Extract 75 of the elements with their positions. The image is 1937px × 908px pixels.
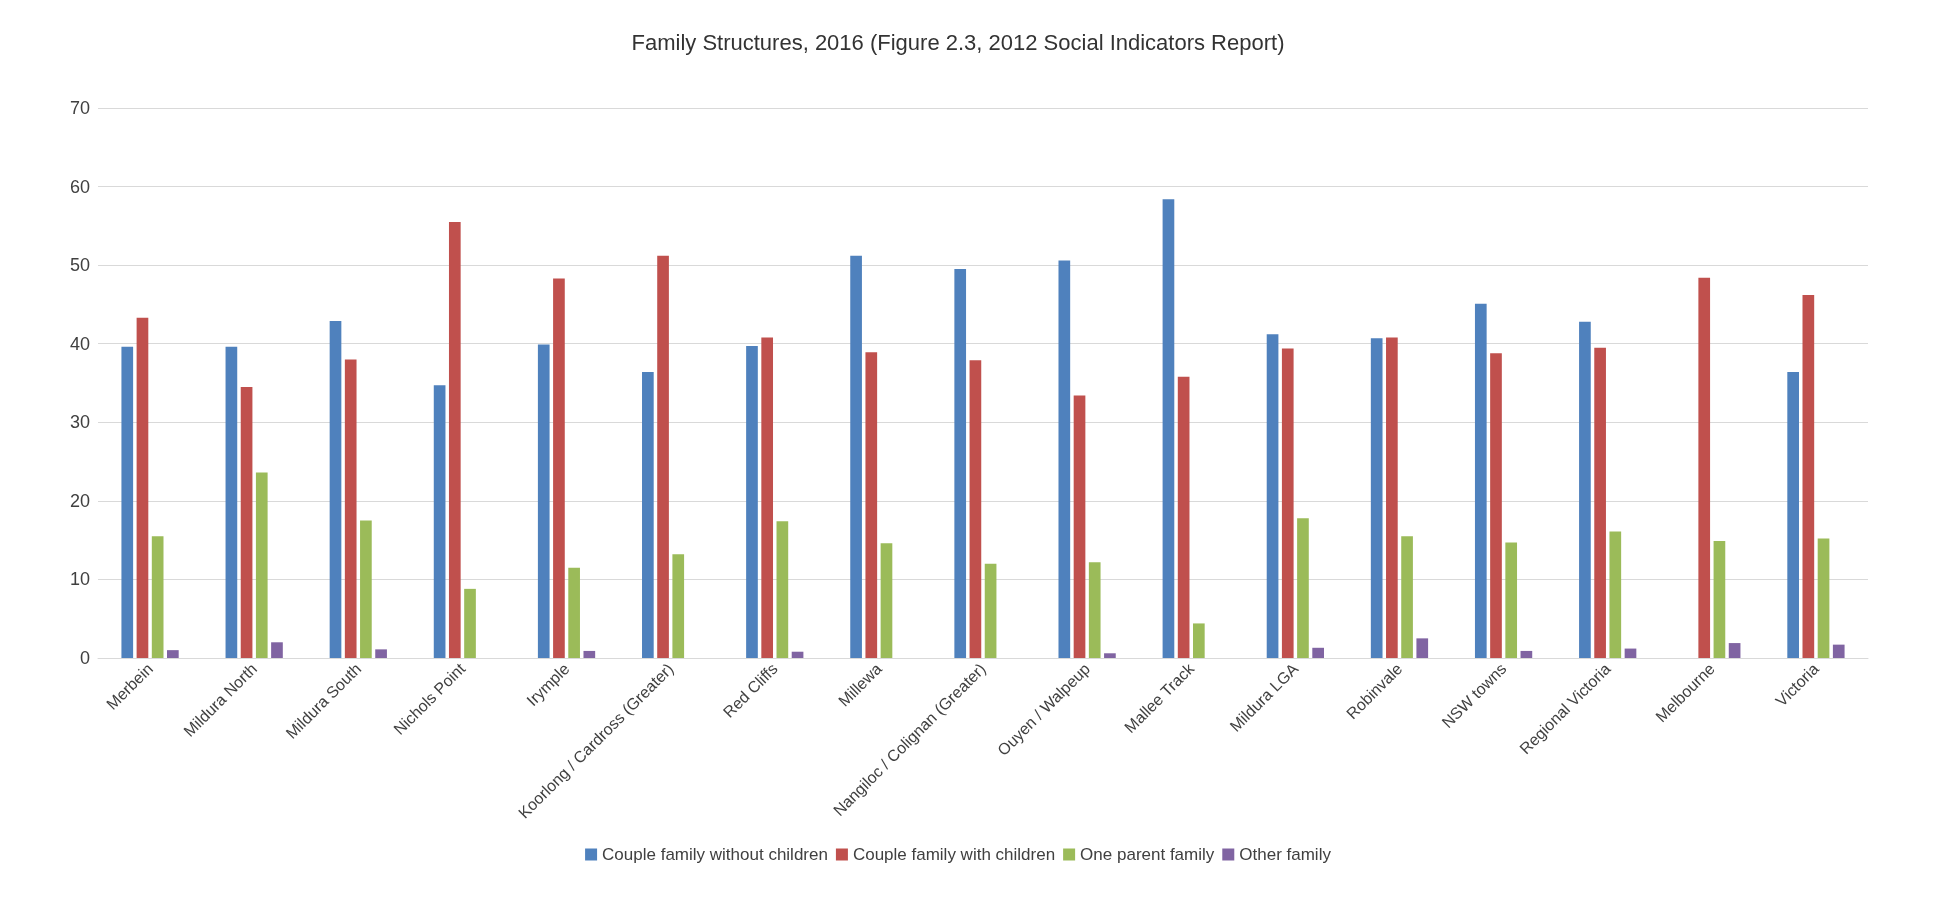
bar: [568, 567, 580, 658]
bar: [1386, 337, 1398, 658]
bar: [850, 255, 862, 658]
bar: [1698, 277, 1711, 658]
bar: [791, 651, 804, 658]
chart-title: Family Structures, 2016 (Figure 2.3, 2012 Social Indicators Report): [631, 29, 1285, 55]
bar: [865, 352, 878, 658]
bar: [1104, 653, 1116, 658]
bar: [1490, 353, 1502, 658]
y-tick-label: 10: [69, 569, 90, 590]
y-tick-label: 40: [69, 333, 90, 354]
bar: [1162, 199, 1175, 658]
bar: [1713, 540, 1726, 658]
bar: [240, 386, 253, 658]
bar: [271, 642, 283, 658]
bar: [329, 320, 342, 658]
bar: [360, 520, 372, 658]
bar: [1192, 623, 1205, 658]
bar: [1817, 538, 1830, 658]
bar: [1594, 347, 1606, 658]
bar: [1520, 650, 1533, 658]
bar: [672, 554, 685, 658]
bar: [1088, 562, 1101, 658]
bar: [1505, 542, 1518, 658]
bar: [121, 346, 134, 658]
bar: [969, 360, 982, 658]
bar: [1787, 372, 1799, 658]
legend-label: One parent family: [1080, 845, 1215, 864]
bar: [1728, 643, 1741, 658]
bar: [433, 385, 446, 658]
bar: [761, 337, 774, 658]
bar: [1266, 334, 1279, 658]
legend-label: Other family: [1239, 845, 1332, 864]
bar: [1297, 518, 1309, 658]
bar: [1370, 338, 1383, 658]
y-tick-label: 0: [79, 648, 90, 668]
legend-label: Couple family without children: [602, 845, 828, 864]
bar: [167, 650, 179, 658]
bar: [136, 317, 149, 658]
bar: [657, 255, 669, 658]
bar: [1802, 295, 1815, 658]
bar: [583, 650, 596, 658]
legend-label: Couple family with children: [852, 845, 1056, 864]
bar: [1474, 303, 1487, 658]
y-tick-label: 50: [69, 255, 90, 276]
y-tick-label: 30: [69, 412, 90, 433]
bar: [448, 221, 461, 658]
bar: [1312, 647, 1324, 658]
bar: [1073, 395, 1086, 658]
y-tick-label: 60: [69, 176, 90, 197]
bar: [880, 543, 893, 658]
bar: [151, 536, 164, 658]
y-tick-label: 20: [69, 490, 90, 511]
bar: [746, 346, 758, 658]
bar: [537, 344, 550, 658]
bar: [954, 269, 967, 658]
bar: [255, 472, 268, 658]
bar: [1058, 260, 1071, 658]
bar: [1416, 638, 1429, 658]
bar: [1177, 376, 1190, 658]
bar: [225, 346, 238, 658]
bar: [375, 649, 387, 658]
bar: [1832, 644, 1845, 658]
bar: [344, 359, 357, 658]
bar: [464, 588, 476, 658]
bar: [553, 278, 565, 658]
bar: [1401, 536, 1413, 658]
bar: [776, 521, 789, 658]
bar: [1579, 321, 1591, 658]
y-tick-label: 70: [69, 98, 90, 118]
bar: [1609, 531, 1622, 658]
bar: [642, 372, 654, 658]
bar: [1281, 348, 1294, 658]
bar: [984, 563, 997, 658]
bar: [1624, 648, 1637, 658]
